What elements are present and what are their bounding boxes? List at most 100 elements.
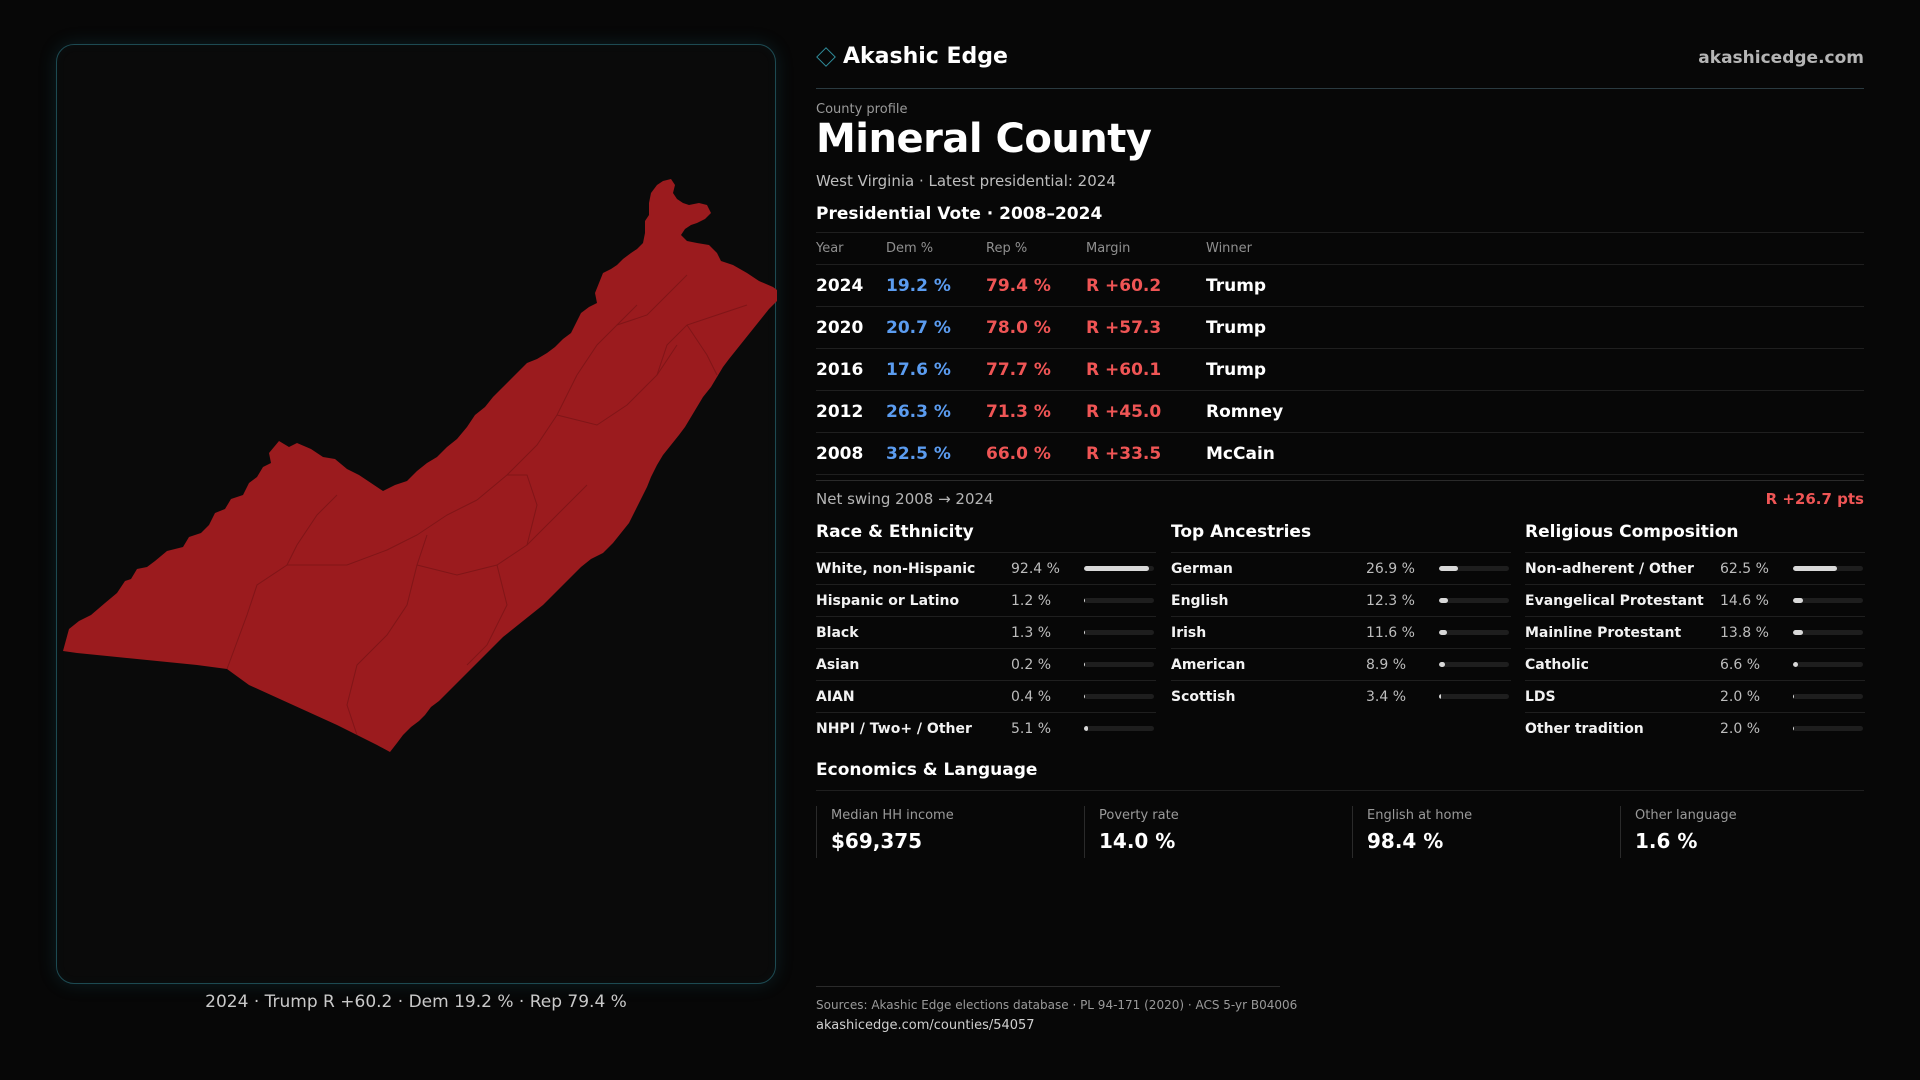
county-map-panel [56,44,777,984]
race-pct: 0.4 % [1011,688,1052,705]
race-label: Hispanic or Latino [816,592,960,609]
vote-year: 2024 [816,264,886,307]
econ-card: Poverty rate 14.0 % [1084,806,1342,858]
econ-label: Poverty rate [1099,808,1179,823]
ancestry-pct: 12.3 % [1366,592,1415,609]
swing-value: R +26.7 pts [1765,490,1864,508]
vote-year: 2012 [816,390,886,433]
brand-name: Akashic Edge [843,44,1008,69]
diamond-icon [816,46,836,67]
swing-label: Net swing 2008 → 2024 [816,490,994,508]
religion-bar-fill [1793,630,1803,635]
header-rep: Rep % [986,232,1086,265]
race-label: NHPI / Two+ / Other [816,720,972,737]
vote-heading: Presidential Vote · 2008–2024 [816,204,1103,224]
list-item: Irish 11.6 % [1171,616,1511,648]
ancestry-label: Scottish [1171,688,1236,705]
econ-divider [816,790,1864,791]
ancestry-bar-fill [1439,630,1448,635]
vote-rep: 78.0 % [986,306,1086,349]
religion-bar [1793,630,1863,635]
vote-year: 2008 [816,432,886,475]
source-url-link[interactable]: akashicedge.com/counties/54057 [816,1018,1035,1033]
list-item: Asian 0.2 % [816,648,1156,680]
ancestry-label: American [1171,656,1246,673]
list-item: Hispanic or Latino 1.2 % [816,584,1156,616]
race-bar-fill [1084,630,1086,635]
vote-dem: 20.7 % [886,306,986,349]
header-dem: Dem % [886,232,986,265]
religion-pct: 6.6 % [1720,656,1761,673]
ancestry-bar-fill [1439,598,1448,603]
econ-value: 14.0 % [1099,829,1176,853]
religion-bar [1793,726,1863,731]
ancestry-pct: 11.6 % [1366,624,1415,641]
race-bar [1084,726,1154,731]
vote-margin: R +33.5 [1086,432,1206,475]
econ-label: English at home [1367,808,1473,823]
ancestry-pct: 8.9 % [1366,656,1407,673]
religion-title: Religious Composition [1525,522,1739,542]
race-bar-fill [1084,566,1149,571]
ancestry-bar [1439,598,1509,603]
vote-rep: 66.0 % [986,432,1086,475]
religion-bar-fill [1793,726,1795,731]
ancestry-bar [1439,662,1509,667]
religion-label: LDS [1525,688,1556,705]
religion-bar-fill [1793,694,1795,699]
race-title: Race & Ethnicity [816,522,974,542]
vote-winner: Trump [1206,348,1864,391]
page-title: Mineral County [816,116,1152,162]
religion-pct: 14.6 % [1720,592,1769,609]
vote-year: 2016 [816,348,886,391]
list-item: English 12.3 % [1171,584,1511,616]
sources-note: Sources: Akashic Edge elections database… [816,998,1298,1012]
ancestry-section: Top Ancestries German 26.9 % English 12.… [1171,522,1511,712]
econ-label: Other language [1635,808,1737,823]
ancestry-label: German [1171,560,1233,577]
header-margin: Margin [1086,232,1206,265]
race-label: AIAN [816,688,855,705]
econ-card: Other language 1.6 % [1620,806,1878,858]
race-label: Black [816,624,859,641]
race-label: White, non-Hispanic [816,560,976,577]
vote-dem: 17.6 % [886,348,986,391]
brand[interactable]: Akashic Edge [816,44,1008,69]
religion-bar [1793,662,1863,667]
econ-title: Economics & Language [816,760,1038,780]
vote-table: Year Dem % Rep % Margin Winner 2024 19.2… [816,232,1864,475]
race-pct: 1.2 % [1011,592,1052,609]
site-link[interactable]: akashicedge.com [1698,48,1864,68]
vote-year: 2020 [816,306,886,349]
county-shape [63,179,777,752]
race-pct: 0.2 % [1011,656,1052,673]
table-row: 2020 20.7 % 78.0 % R +57.3 Trump [816,306,1864,349]
list-item: Non-adherent / Other 62.5 % [1525,552,1865,584]
vote-table-header: Year Dem % Rep % Margin Winner [816,232,1864,265]
religion-section: Religious Composition Non-adherent / Oth… [1525,522,1865,744]
econ-label: Median HH income [831,808,954,823]
religion-label: Non-adherent / Other [1525,560,1694,577]
list-item: AIAN 0.4 % [816,680,1156,712]
religion-pct: 2.0 % [1720,688,1761,705]
list-item: Mainline Protestant 13.8 % [1525,616,1865,648]
religion-pct: 2.0 % [1720,720,1761,737]
race-pct: 1.3 % [1011,624,1052,641]
religion-label: Mainline Protestant [1525,624,1682,641]
page-subtitle: West Virginia · Latest presidential: 202… [816,172,1116,190]
religion-bar-fill [1793,566,1837,571]
vote-rep: 77.7 % [986,348,1086,391]
religion-label: Catholic [1525,656,1589,673]
vote-margin: R +60.2 [1086,264,1206,307]
ancestry-bar [1439,694,1509,699]
race-bar-fill [1084,598,1086,603]
econ-value: 98.4 % [1367,829,1444,853]
econ-card: English at home 98.4 % [1352,806,1610,858]
list-item: Scottish 3.4 % [1171,680,1511,712]
list-item: NHPI / Two+ / Other 5.1 % [816,712,1156,744]
race-label: Asian [816,656,860,673]
econ-value: 1.6 % [1635,829,1698,853]
ancestry-bar-fill [1439,694,1442,699]
list-item: Other tradition 2.0 % [1525,712,1865,744]
race-section: Race & Ethnicity White, non-Hispanic 92.… [816,522,1156,744]
